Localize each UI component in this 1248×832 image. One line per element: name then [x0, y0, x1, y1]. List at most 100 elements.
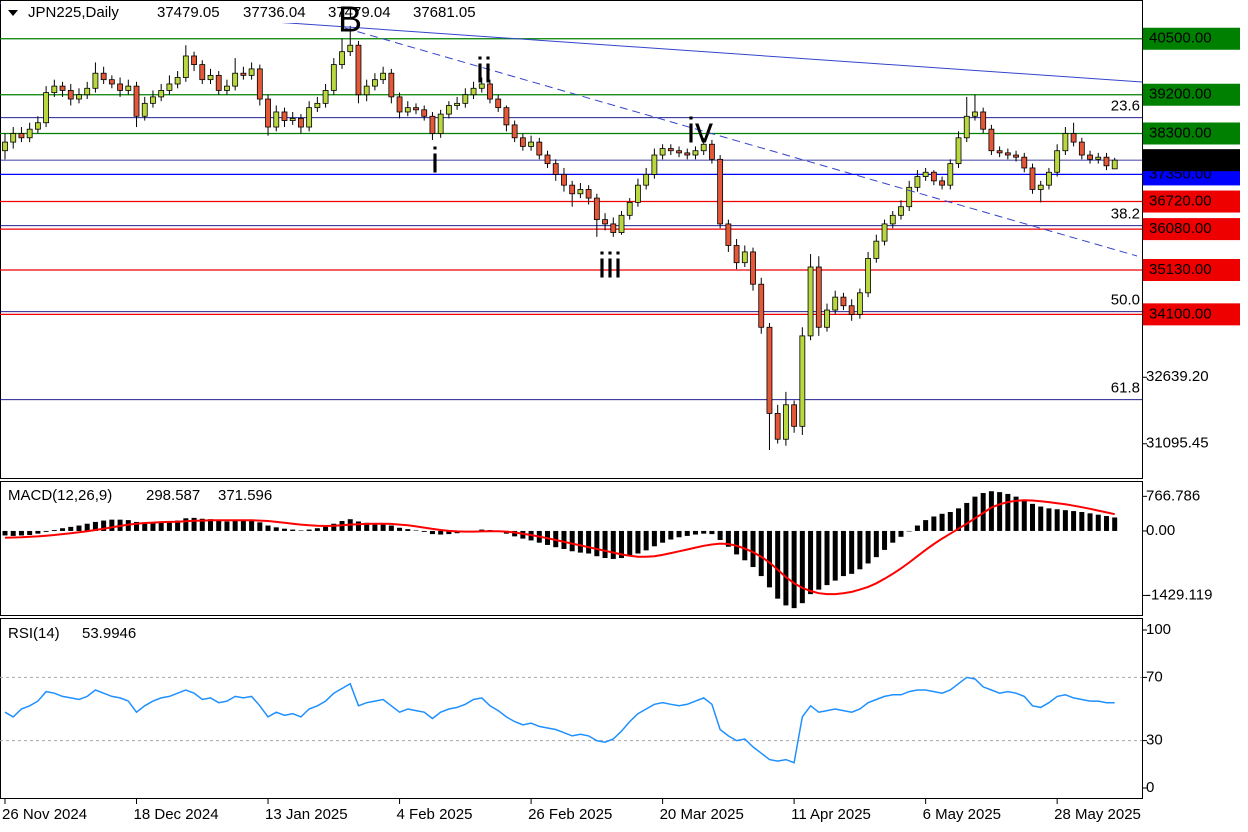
candle-body: [519, 137, 526, 147]
macd-bar: [323, 526, 329, 531]
x-tick-label: 11 Apr 2025: [791, 806, 871, 823]
candle-body: [158, 90, 165, 98]
macd-bar: [898, 530, 904, 537]
level-label: 40500.00: [1149, 30, 1212, 47]
candle-body: [733, 245, 740, 264]
macd-bar: [306, 529, 312, 531]
candle-body: [240, 72, 247, 76]
candle-body: [43, 92, 49, 124]
candle-body: [84, 87, 91, 96]
level-label: 34100.00: [1149, 305, 1212, 322]
level-label-bg: [1143, 190, 1240, 213]
candle-body: [676, 150, 682, 154]
macd-bar: [380, 523, 386, 531]
candle-body: [898, 206, 904, 216]
candle-body: [602, 219, 608, 225]
candle-body: [610, 223, 617, 233]
candle-body: [289, 118, 296, 121]
candle-body: [635, 184, 641, 203]
level-label-bg: [1143, 259, 1240, 282]
macd-bar: [68, 526, 74, 531]
rsi-value: 53.9946: [82, 625, 136, 642]
macd-bar: [51, 530, 57, 531]
candle-body: [339, 51, 345, 65]
macd-bar: [594, 530, 600, 557]
level-label: 36720.00: [1149, 193, 1212, 210]
candle-body: [215, 74, 222, 91]
candle-body: [51, 85, 58, 93]
candle-body: [741, 251, 748, 264]
macd-bar: [35, 530, 41, 534]
macd-bar: [939, 513, 945, 531]
macd-bar: [397, 527, 403, 531]
macd-bar: [684, 530, 690, 536]
macd-bar: [602, 530, 608, 559]
candle-body: [643, 174, 650, 186]
candle-body: [593, 197, 600, 221]
macd-bar: [799, 530, 805, 604]
macd-bar: [240, 520, 246, 531]
candle-body: [914, 176, 921, 188]
macd-bar: [429, 530, 435, 535]
candle-body: [618, 214, 625, 233]
candle-body: [487, 83, 493, 100]
macd-title: MACD(12,26,9): [8, 487, 112, 504]
macd-bar: [849, 530, 855, 574]
candle-body: [807, 266, 814, 337]
candle-body: [939, 180, 945, 186]
candle-body: [322, 90, 329, 104]
macd-bar: [717, 530, 723, 540]
wave-label: iii: [598, 245, 622, 286]
fib-label: 23.6: [1111, 98, 1140, 115]
y-tick-label: 100: [1146, 621, 1171, 638]
macd-bar: [997, 492, 1003, 531]
macd-value: 298.587: [146, 487, 200, 504]
macd-bar: [676, 530, 682, 538]
candle-body: [1062, 133, 1069, 152]
macd-bar: [1013, 496, 1019, 531]
macd-bar: [1112, 517, 1118, 531]
candle-body: [117, 83, 123, 91]
candle-body: [750, 251, 756, 285]
candle-body: [552, 163, 559, 175]
candle-body: [26, 128, 33, 139]
wave-label: B: [338, 0, 362, 40]
candle-body: [930, 171, 937, 182]
macd-bar: [421, 530, 427, 532]
macd-bar: [175, 520, 181, 531]
macd-bar: [668, 530, 674, 540]
candle-body: [1004, 152, 1011, 156]
candle-body: [1095, 156, 1102, 160]
symbol-title: JPN225,Daily: [28, 4, 119, 21]
y-tick-label: 32639.20: [1146, 368, 1209, 385]
macd-bar: [1062, 510, 1068, 531]
candle-body: [224, 85, 230, 91]
y-tick-label: 70: [1146, 668, 1163, 685]
candle-body: [1021, 156, 1028, 169]
macd-bar: [512, 530, 518, 537]
macd-bar: [914, 525, 920, 531]
y-tick-label: 31095.45: [1146, 435, 1209, 452]
candle-body: [1070, 133, 1077, 143]
candle-body: [906, 186, 913, 208]
macd-signal-value: 371.596: [218, 487, 272, 504]
candle-body: [889, 214, 896, 225]
candle-body: [709, 143, 715, 160]
level-label: 39200.00: [1149, 86, 1212, 103]
macd-bar: [775, 530, 781, 599]
candle-body: [717, 158, 724, 225]
candle-body: [174, 77, 181, 85]
candle-body: [141, 102, 148, 117]
candle-body: [413, 107, 419, 111]
macd-bar: [10, 530, 16, 536]
macd-bar: [76, 525, 82, 531]
level-label-bg: [1143, 83, 1240, 106]
candle-body: [330, 64, 337, 91]
candle-body: [232, 72, 239, 87]
macd-bar: [947, 511, 953, 531]
macd-bar: [249, 520, 255, 531]
candle-body: [725, 223, 732, 246]
macd-bar: [832, 530, 838, 581]
candle-body: [108, 79, 115, 85]
